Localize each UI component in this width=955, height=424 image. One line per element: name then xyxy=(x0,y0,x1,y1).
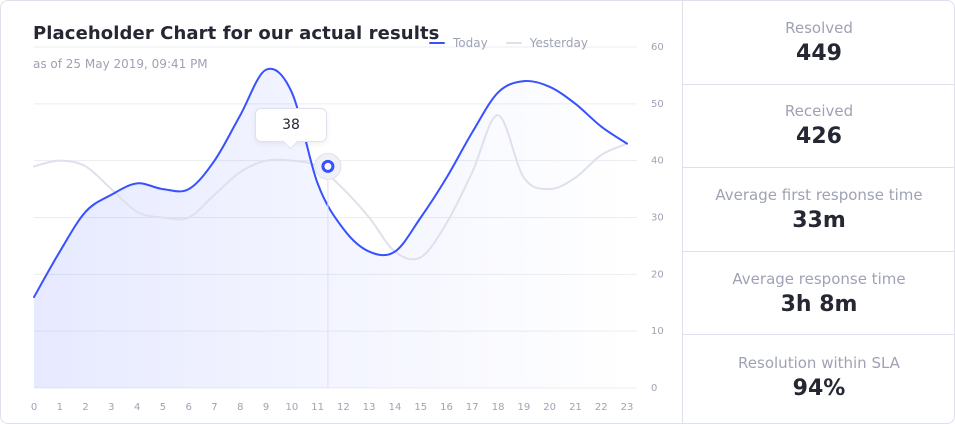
x-tick-label: 13 xyxy=(363,402,376,413)
x-tick-label: 3 xyxy=(108,402,114,413)
legend-swatch-today xyxy=(429,42,445,44)
x-tick-label: 7 xyxy=(211,402,217,413)
x-tick-label: 23 xyxy=(621,402,634,413)
x-tick-label: 0 xyxy=(31,402,37,413)
series-line-today xyxy=(33,67,628,299)
stat-value: 94% xyxy=(792,375,846,401)
y-tick-label: 0 xyxy=(651,383,657,394)
x-tick-label: 20 xyxy=(543,402,556,413)
legend-label-yesterday: Yesterday xyxy=(529,36,588,50)
stat-label: Average first response time xyxy=(715,185,923,204)
chart-title: Placeholder Chart for our actual results xyxy=(33,23,440,44)
y-tick-label: 20 xyxy=(651,269,664,280)
x-tick-label: 19 xyxy=(518,402,531,413)
x-tick-label: 5 xyxy=(160,402,166,413)
x-tick-label: 4 xyxy=(134,402,140,413)
y-tick-label: 40 xyxy=(651,156,664,167)
stat-value: 449 xyxy=(796,40,842,66)
x-tick-label: 21 xyxy=(569,402,582,413)
x-tick-label: 15 xyxy=(414,402,427,413)
stat-value: 33m xyxy=(792,207,846,233)
x-tick-label: 9 xyxy=(263,402,269,413)
chart-tooltip: 38 xyxy=(255,108,327,142)
x-tick-label: 14 xyxy=(389,402,402,413)
y-tick-label: 60 xyxy=(651,42,664,53)
stat-received: Received 426 xyxy=(683,85,954,169)
legend-label-today: Today xyxy=(453,36,488,50)
stat-value: 426 xyxy=(796,124,842,150)
x-tick-label: 22 xyxy=(595,402,608,413)
x-tick-label: 16 xyxy=(440,402,453,413)
legend-item-today[interactable]: Today xyxy=(429,36,488,50)
stat-resolved: Resolved 449 xyxy=(683,1,954,85)
x-tick-label: 10 xyxy=(285,402,298,413)
x-tick-label: 12 xyxy=(337,402,350,413)
stat-value: 3h 8m xyxy=(780,291,858,317)
series-line-yesterday xyxy=(33,114,628,261)
x-tick-label: 6 xyxy=(186,402,192,413)
y-tick-label: 10 xyxy=(651,326,664,337)
x-tick-label: 1 xyxy=(57,402,63,413)
legend-swatch-yesterday xyxy=(505,42,522,44)
stats-panel: Resolved 449 Received 426 Average first … xyxy=(682,1,954,423)
y-tick-label: 50 xyxy=(651,99,664,110)
stat-label: Received xyxy=(784,102,854,121)
stat-avg-first-response: Average first response time 33m xyxy=(683,168,954,252)
legend-item-yesterday[interactable]: Yesterday xyxy=(505,36,588,50)
series-area-today xyxy=(34,68,627,389)
chart-legend: Today Yesterday xyxy=(429,36,606,50)
x-tick-label: 18 xyxy=(492,402,505,413)
stat-label: Resolution within SLA xyxy=(738,353,900,372)
chart-panel: 0 10 20 30 40 50 60 0 1 2 3 4 5 6 7 8 9 10 11 12 13 14 15 16 17 1… xyxy=(1,1,682,423)
stat-label: Resolved xyxy=(785,18,853,37)
x-tick-label: 17 xyxy=(466,402,479,413)
stat-label: Average response time xyxy=(732,269,906,288)
stat-resolution-sla: Resolution within SLA 94% xyxy=(683,335,954,419)
chart-subtitle: as of 25 May 2019, 09:41 PM xyxy=(33,57,208,71)
y-tick-label: 30 xyxy=(651,213,664,224)
stat-avg-response: Average response time 3h 8m xyxy=(683,252,954,336)
x-tick-label: 8 xyxy=(237,402,243,413)
highlight-point[interactable] xyxy=(321,159,335,173)
x-tick-label: 2 xyxy=(82,402,88,413)
x-tick-label: 11 xyxy=(311,402,324,413)
